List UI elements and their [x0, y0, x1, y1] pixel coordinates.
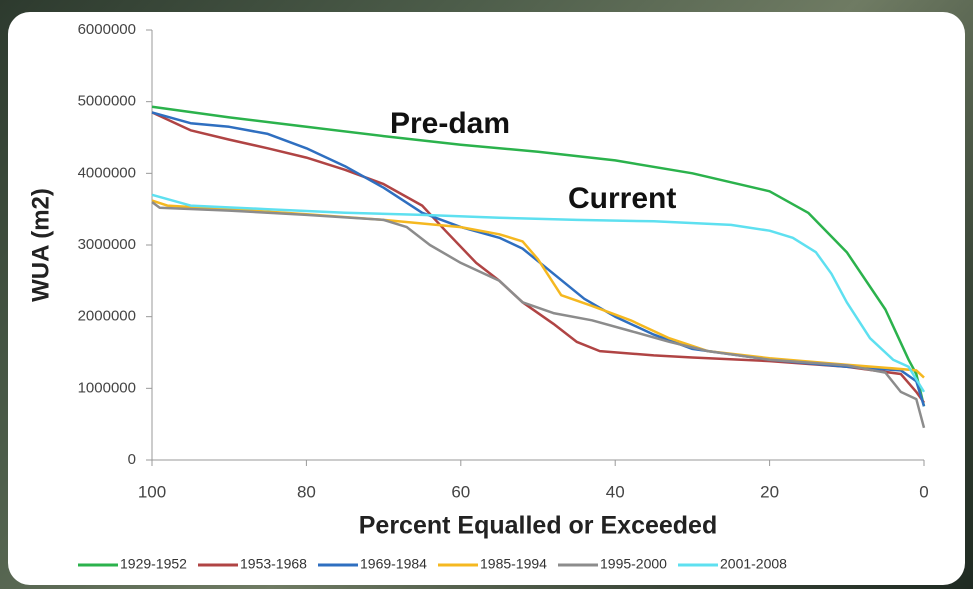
legend-label: 1953-1968 [240, 556, 307, 572]
legend-label: 1985-1994 [480, 556, 547, 572]
y-tick-label: 2000000 [78, 308, 136, 325]
x-axis-label: Percent Equalled or Exceeded [359, 512, 717, 540]
y-tick-label: 1000000 [78, 379, 136, 396]
legend-label: 1929-1952 [120, 556, 187, 572]
y-tick-label: 5000000 [78, 93, 136, 110]
x-tick-label: 80 [297, 482, 316, 501]
y-tick-label: 3000000 [78, 236, 136, 253]
annotation: Pre-dam [390, 107, 510, 140]
y-axis-label: WUA (m2) [27, 188, 54, 302]
y-tick-label: 0 [128, 451, 136, 468]
legend-label: 1969-1984 [360, 556, 427, 572]
screenshot: WUA (m2) Percent Equalled or Exceeded Pr… [0, 0, 973, 589]
x-tick-label: 40 [606, 482, 625, 501]
x-tick-label: 20 [760, 482, 779, 501]
y-tick-label: 4000000 [78, 164, 136, 181]
y-tick-label: 6000000 [78, 21, 136, 38]
x-tick-label: 60 [451, 482, 470, 501]
x-tick-label: 0 [919, 482, 928, 501]
legend-label: 2001-2008 [720, 556, 787, 572]
x-tick-label: 100 [138, 482, 166, 501]
annotation: Current [568, 182, 676, 215]
legend-label: 1995-2000 [600, 556, 667, 572]
